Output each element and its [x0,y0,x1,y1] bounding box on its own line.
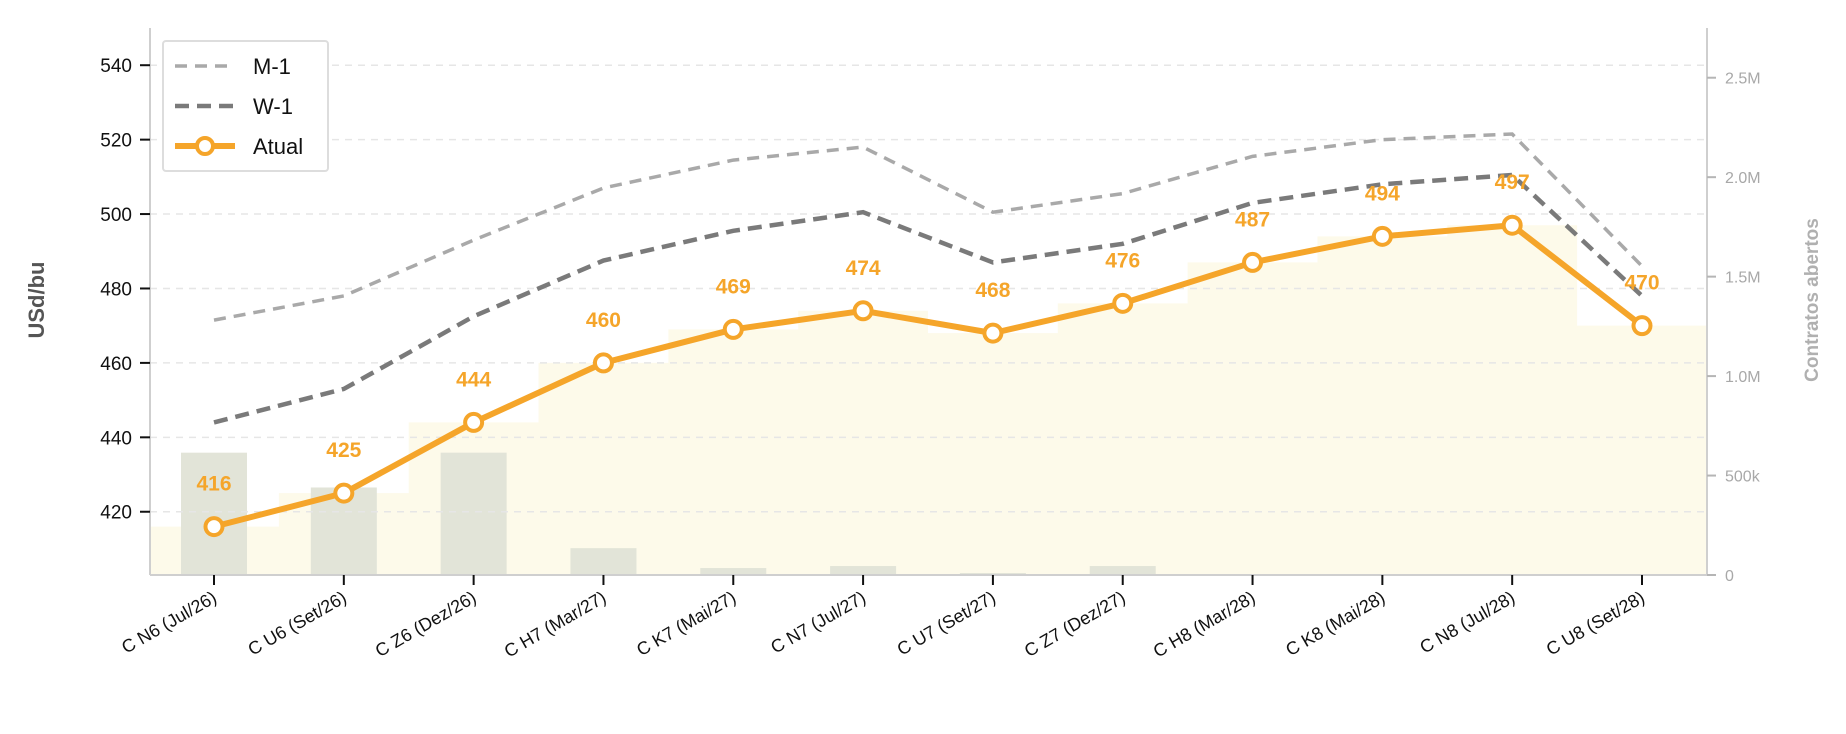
data-label: 474 [846,257,881,280]
y-tick-label: 500 [100,205,132,226]
y-tick-label: 440 [100,428,132,449]
legend: M-1 W-1 Atual [162,40,329,172]
series-point-atual [1112,292,1134,314]
series-point-atual [592,352,614,374]
data-label: 470 [1624,272,1659,295]
legend-label: W-1 [253,94,293,119]
series-line-w1 [213,172,1644,425]
series-point-atual [1242,251,1264,273]
series-point-atual [982,322,1004,344]
series-point-atual [1371,225,1393,247]
open-interest-bar [570,548,637,575]
series-point-atual [333,482,355,504]
y-tick-label: 420 [100,503,132,524]
y2-tick-label: 1.5M [1725,270,1761,287]
series-line-m1 [213,132,1644,322]
x-tick-label: C H8 (Mar/28) [1150,587,1259,661]
open-interest-bar [700,568,767,575]
data-label: 494 [1365,182,1400,205]
open-interest-bar [440,452,507,575]
data-label: 425 [326,439,361,462]
y-tick-label: 520 [100,131,132,152]
data-label: 468 [975,279,1010,302]
x-tick-label: C K7 (Mai/27) [633,587,739,660]
y2-tick-label: 2.5M [1725,71,1761,88]
data-label: 497 [1495,171,1530,194]
data-label: 487 [1235,208,1270,231]
series-lines [203,132,1653,538]
data-label: 469 [716,275,751,298]
x-tick-label: C N6 (Jul/26) [118,587,220,657]
data-label: 476 [1105,249,1140,272]
y2-tick-label: 500k [1725,469,1761,486]
area-fill-layer [150,225,1707,575]
y2-tick-label: 2.0M [1725,170,1761,187]
data-label: 444 [456,368,491,391]
x-tick-label: C U7 (Set/27) [894,587,999,659]
x-tick-label: C U6 (Set/26) [245,587,350,659]
series-point-atual [722,318,744,340]
series-line-atual [213,222,1644,530]
series-point-atual [1501,214,1523,236]
y-tick-label: 480 [100,279,132,300]
x-tick-label: C Z6 (Dez/26) [372,587,480,661]
y2-tick-label: 1.0M [1725,369,1761,386]
x-tick-label: C H7 (Mar/27) [501,587,610,661]
x-tick-label: C Z7 (Dez/27) [1021,587,1129,661]
legend-marker [195,136,215,156]
data-labels: 416 425 444 460 469 474 468 476 487 494 497 470 [196,171,1659,495]
x-tick-label: C K8 (Mai/28) [1282,587,1388,660]
area-fill [150,225,1707,575]
data-label: 416 [196,473,231,496]
open-interest-bar [1089,566,1156,575]
y-tick-label: 460 [100,354,132,375]
y-tick-label: 540 [100,56,132,77]
x-tick-label: C U8 (Set/28) [1543,587,1648,659]
series-point-atual [1631,315,1653,337]
series-point-atual [852,300,874,322]
y2-axis-title: Contratos abertos [1802,218,1823,382]
series-point-atual [463,411,485,433]
y-axis-title: USd/bu [24,262,49,339]
open-interest-bar [181,452,247,575]
x-tick-label: C N7 (Jul/27) [767,587,869,657]
data-label: 460 [586,309,621,332]
legend-label: M-1 [253,54,291,79]
y2-tick-label: 0 [1725,568,1734,585]
open-interest-bar [830,566,897,575]
x-tick-label: C N8 (Jul/28) [1416,587,1518,657]
legend-label: Atual [253,134,303,159]
series-point-atual [203,516,225,538]
